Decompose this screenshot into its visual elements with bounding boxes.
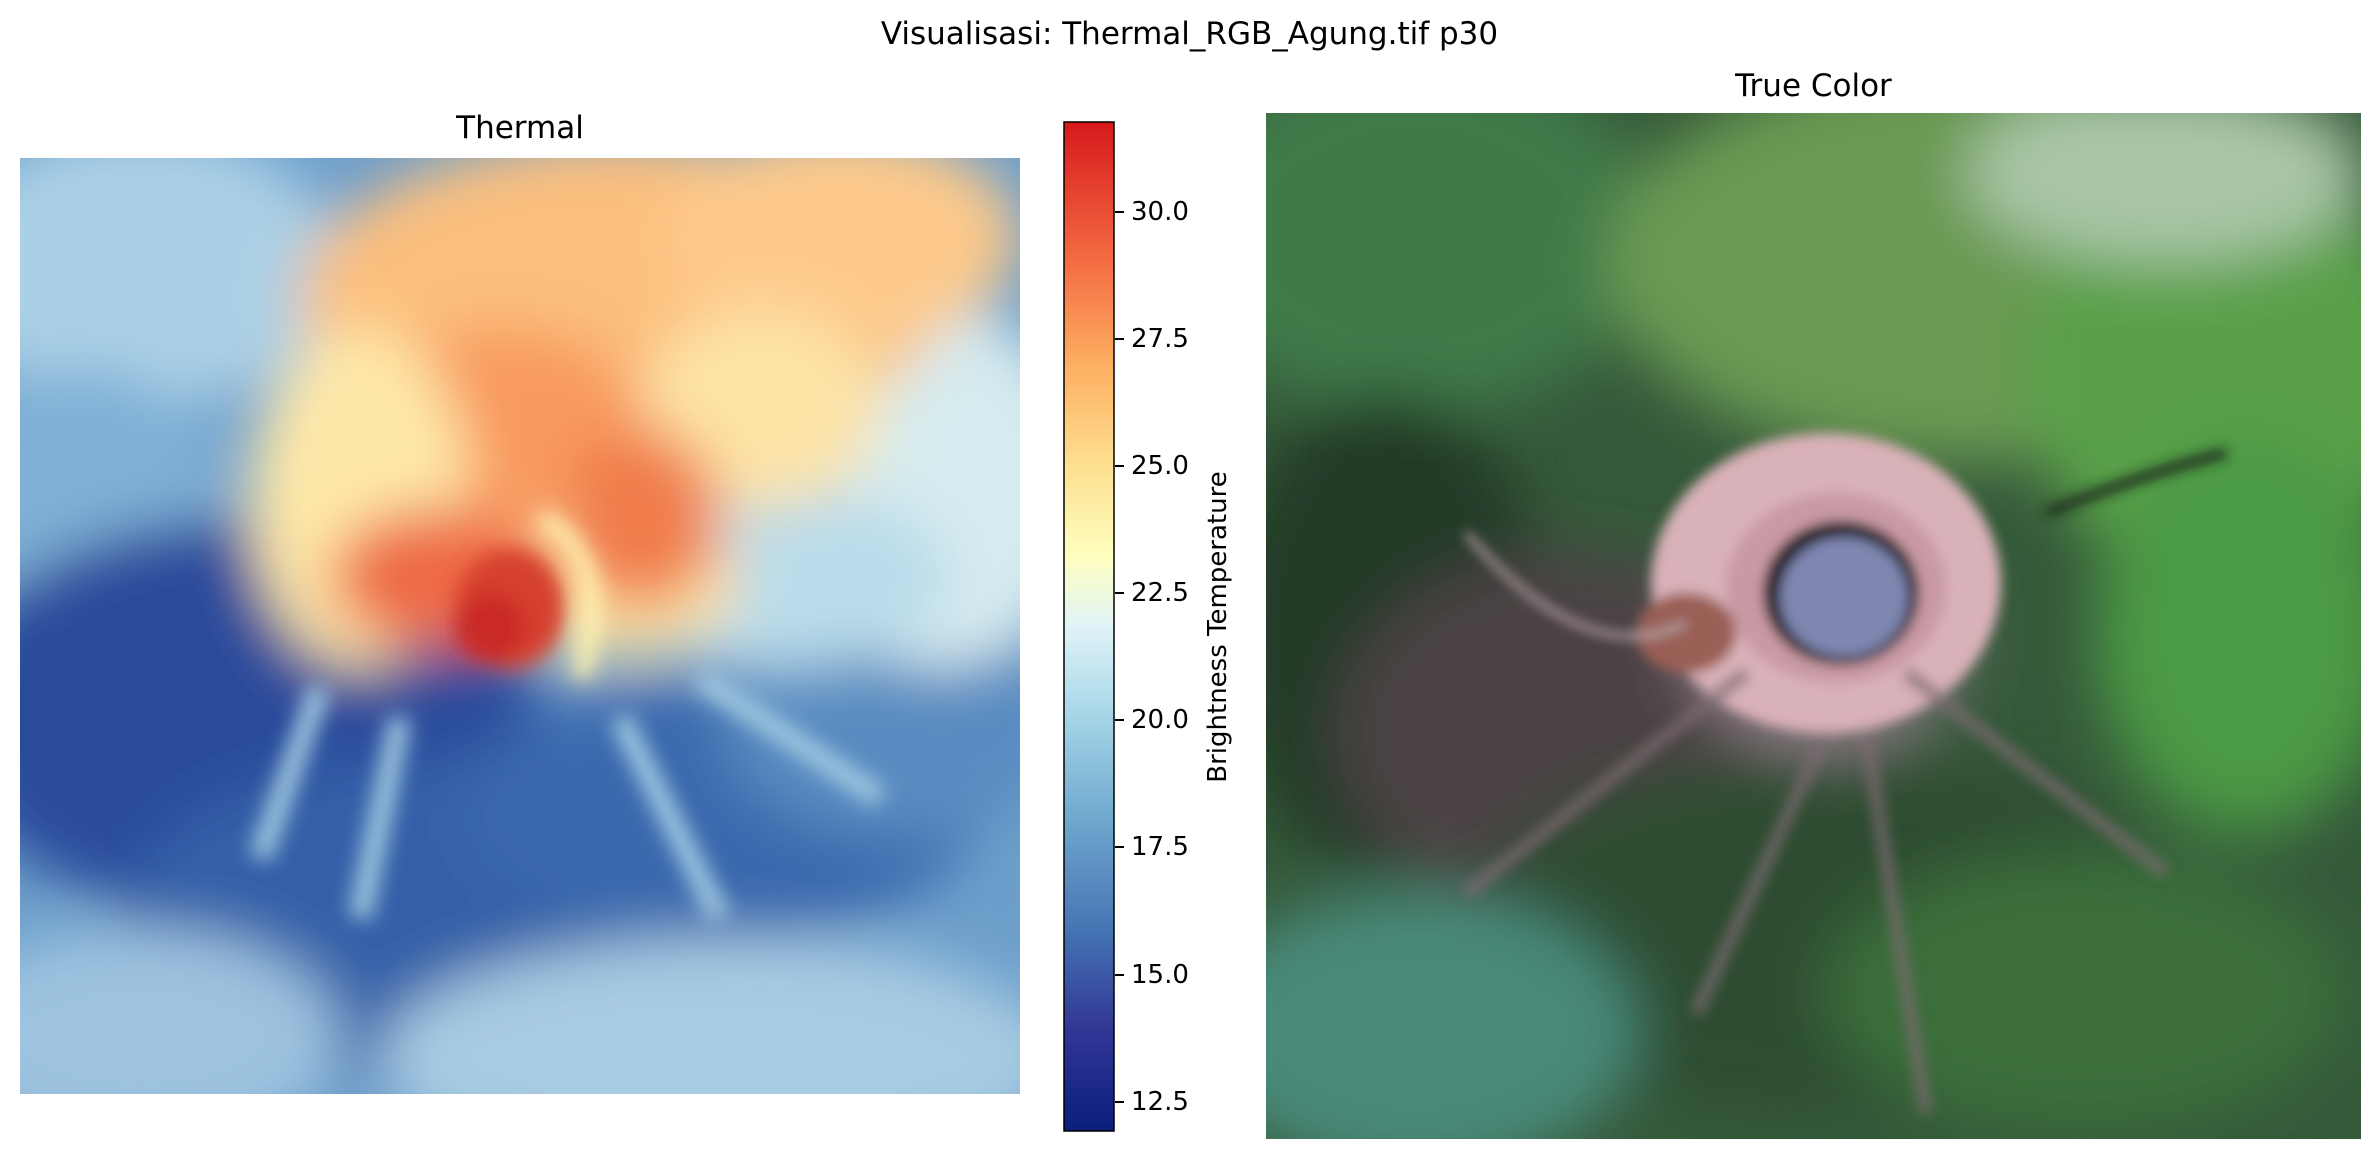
colorbar-tick-label: 12.5 [1131,1086,1189,1117]
colorbar-tick-label: 22.5 [1131,578,1189,609]
colorbar-tick-mark [1115,973,1124,976]
colorbar-tick-mark [1115,592,1124,595]
thermal-image [20,158,1020,1094]
colorbar-tick-label: 30.0 [1131,197,1189,228]
colorbar-tick-mark [1115,338,1124,341]
truecolor-panel-title: True Color [1735,68,1892,104]
colorbar-tick-label: 15.0 [1131,959,1189,990]
colorbar-tick-label: 17.5 [1131,832,1189,863]
truecolor-image [1266,113,2361,1139]
colorbar [1063,121,1115,1132]
colorbar-tick-label: 27.5 [1131,324,1189,355]
colorbar-tick-mark [1115,465,1124,468]
colorbar-label: Brightness Temperature [1203,471,1233,783]
colorbar-tick-label: 20.0 [1131,705,1189,736]
colorbar-tick-mark [1115,846,1124,849]
figure-title: Visualisasi: Thermal_RGB_Agung.tif p30 [880,16,1499,52]
colorbar-tick-label: 25.0 [1131,451,1189,482]
thermal-panel-title: Thermal [456,110,584,146]
colorbar-tick-mark [1115,1100,1124,1103]
colorbar-tick-mark [1115,211,1124,214]
colorbar-tick-mark [1115,719,1124,722]
